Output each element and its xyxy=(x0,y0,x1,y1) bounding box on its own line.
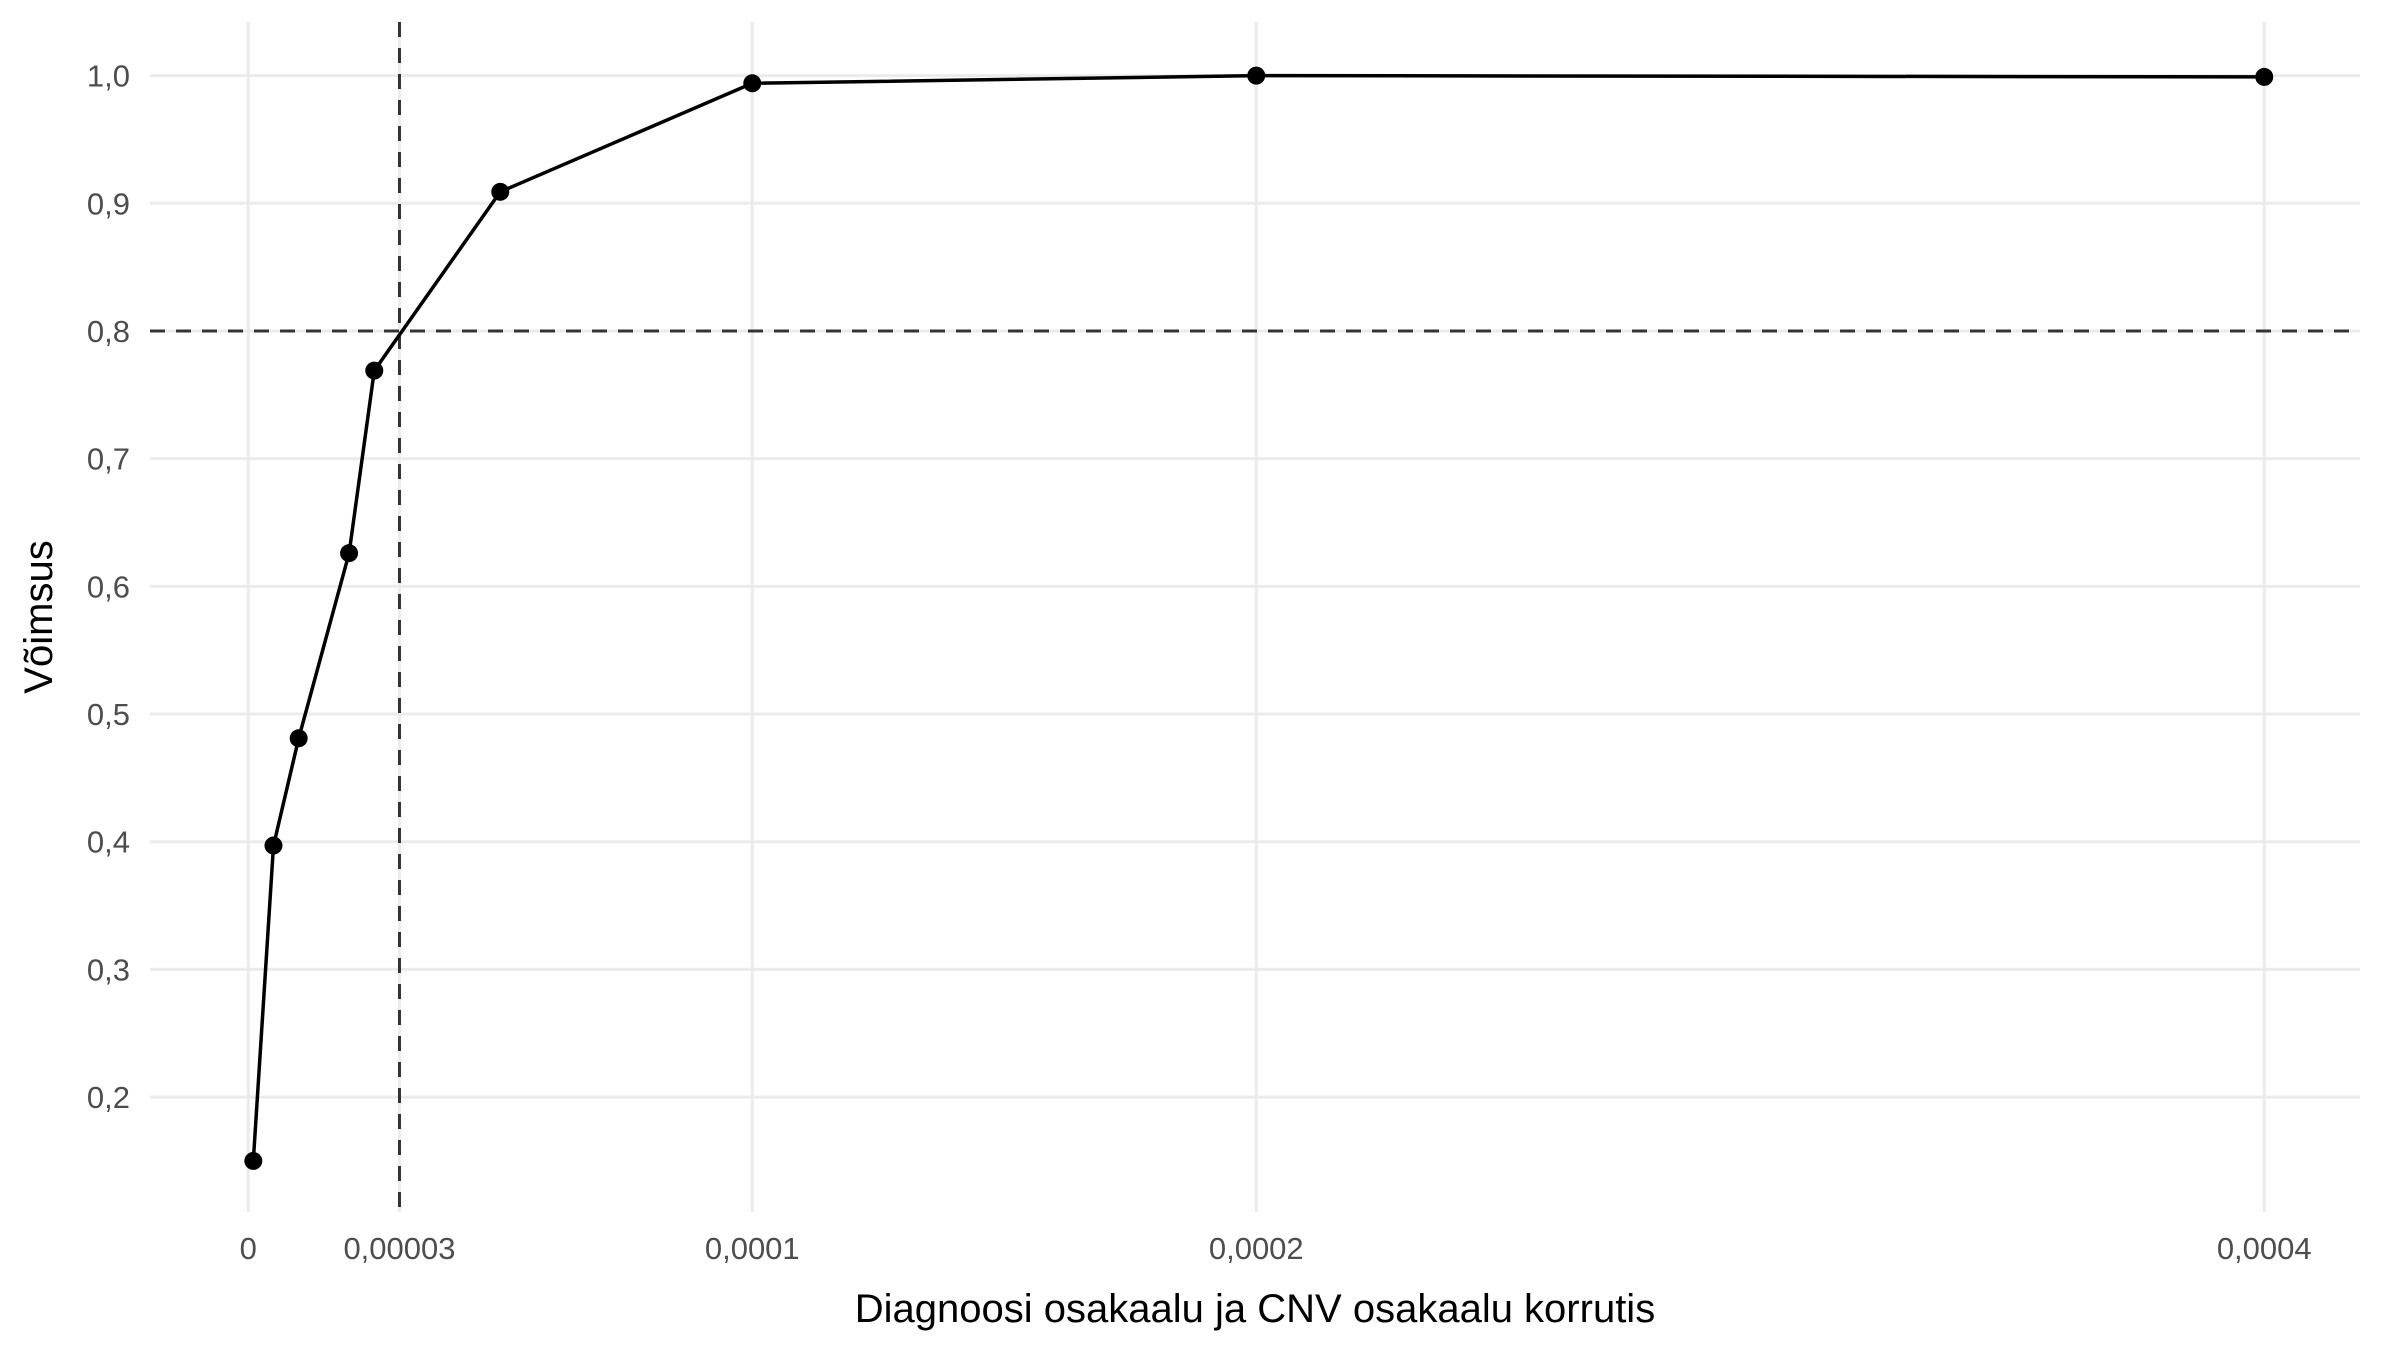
x-tick-label: 0,0004 xyxy=(2217,1231,2312,1266)
x-gridlines xyxy=(246,22,2266,1212)
y-tick-label: 0,4 xyxy=(87,825,130,860)
x-tick-label: 0,0001 xyxy=(705,1231,800,1266)
y-tick-label: 0,2 xyxy=(87,1080,130,1115)
x-tick-label: 0 xyxy=(240,1231,257,1266)
data-point xyxy=(365,361,384,380)
y-tick-label: 0,6 xyxy=(87,569,130,604)
series-line xyxy=(251,73,2265,1162)
x-tick-labels: 0 0,00003 0,0001 0,0002 0,0004 xyxy=(240,1231,2312,1266)
data-point xyxy=(244,1151,263,1170)
y-tick-label: 0,9 xyxy=(87,186,130,221)
reference-lines xyxy=(150,22,2360,1212)
x-tick-label: 0,0002 xyxy=(1209,1231,1304,1266)
y-tick-label: 0,5 xyxy=(87,697,130,732)
data-point xyxy=(1247,66,1266,85)
x-tick-label: 0,00003 xyxy=(343,1231,455,1266)
x-axis-title: Diagnoosi osakaalu ja CNV osakaalu korru… xyxy=(855,1287,1655,1331)
y-tick-label: 0,8 xyxy=(87,314,130,349)
data-point xyxy=(491,182,510,201)
y-tick-labels: 0,2 0,3 0,4 0,5 0,6 0,7 0,8 0,9 1,0 xyxy=(87,59,130,1115)
y-tick-label: 0,3 xyxy=(87,952,130,987)
data-point xyxy=(743,74,762,93)
y-tick-label: 1,0 xyxy=(87,59,130,94)
data-point xyxy=(2255,67,2274,86)
y-tick-label: 0,7 xyxy=(87,442,130,477)
data-point xyxy=(264,836,283,855)
data-point xyxy=(289,729,308,748)
y-axis-title: Võimsus xyxy=(17,540,61,693)
data-point xyxy=(340,544,359,563)
series-layer xyxy=(244,66,2274,1170)
